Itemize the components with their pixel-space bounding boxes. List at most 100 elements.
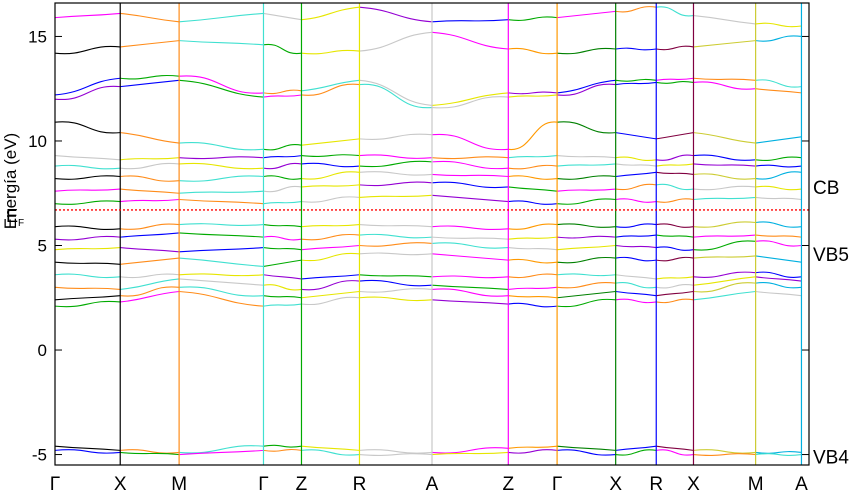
band-segment	[508, 302, 558, 308]
band-segment	[656, 256, 694, 262]
band-segment	[615, 81, 657, 86]
band-segment	[54, 85, 121, 101]
band-segment	[431, 275, 509, 279]
x-tick-label: R	[353, 474, 367, 493]
band-segment	[54, 449, 121, 454]
x-tick-label: Z	[503, 474, 515, 493]
band-segment	[301, 138, 360, 146]
band-annotation-label: VB4	[813, 448, 849, 469]
band-3	[54, 290, 802, 308]
band-segment	[120, 290, 180, 303]
band-segment	[431, 242, 509, 249]
band-segment	[693, 173, 756, 180]
band-segment	[359, 279, 433, 287]
band-annotation-label: CB	[813, 178, 839, 199]
band-segment	[656, 290, 694, 297]
band-segment	[120, 223, 180, 230]
band-segment	[431, 19, 509, 23]
band-segment	[615, 156, 657, 161]
band-segment	[656, 246, 694, 251]
band-segment	[120, 132, 180, 144]
band-segment	[656, 284, 694, 289]
band-segment	[656, 45, 694, 51]
x-tick-label: Z	[296, 474, 308, 493]
band-segment	[359, 453, 433, 456]
band-segment	[508, 121, 558, 150]
band-segment	[557, 175, 616, 180]
band-segment	[301, 449, 360, 456]
band-segment	[359, 242, 433, 247]
band-segment	[431, 194, 509, 203]
band-segment	[615, 234, 657, 238]
band-segment	[693, 255, 756, 259]
band-segment	[179, 162, 264, 170]
band-segment	[508, 164, 558, 170]
band-segment	[301, 6, 360, 21]
band-segment	[615, 78, 657, 82]
band-segment	[755, 234, 802, 238]
y-tick-label: -5	[32, 446, 47, 465]
band-segment	[120, 12, 180, 23]
band-segment	[263, 94, 302, 98]
band-segment	[615, 282, 657, 289]
kpoint-separators	[119, 3, 803, 465]
band-segment	[755, 136, 802, 144]
band-segment	[557, 298, 616, 308]
band-segment	[508, 247, 558, 251]
band-segment	[120, 449, 180, 454]
band-segment	[301, 244, 360, 251]
band-segment	[431, 160, 509, 170]
band-segment	[557, 163, 616, 167]
band-segment	[557, 83, 616, 96]
band-segment	[359, 154, 433, 159]
band-segment	[615, 449, 657, 456]
band-segment	[179, 286, 264, 297]
y-tick-label: 15	[28, 27, 47, 46]
band-9	[54, 232, 802, 241]
band-segment	[755, 255, 802, 263]
band-segment	[359, 31, 433, 52]
band-segment	[179, 445, 264, 454]
band-segment	[557, 445, 616, 451]
band-segment	[508, 449, 558, 454]
band-segment	[693, 163, 756, 167]
band-segment	[263, 201, 302, 205]
band-12	[54, 181, 802, 194]
band-segment	[693, 453, 756, 456]
band-segment	[693, 185, 756, 191]
band-segment	[120, 198, 180, 203]
band-segment	[179, 449, 264, 456]
band-segment	[508, 175, 558, 180]
band-segment	[179, 273, 264, 277]
band-segment	[693, 271, 756, 278]
band-segment	[301, 49, 360, 55]
band-segment	[263, 12, 302, 21]
band-segment	[179, 223, 264, 227]
band-segment	[755, 88, 802, 94]
band-segment	[615, 183, 657, 191]
band-segment	[656, 163, 694, 167]
band-segment	[431, 181, 509, 189]
band-4	[54, 282, 802, 301]
band-segment	[656, 171, 694, 175]
band-segment	[557, 47, 616, 55]
band-segment	[755, 221, 802, 228]
band-segment	[656, 449, 694, 456]
band-segment	[301, 83, 360, 96]
band-segment	[120, 157, 180, 161]
x-tick-label: M	[171, 474, 187, 493]
band-segment	[54, 235, 121, 241]
band-segment	[557, 79, 616, 94]
x-tick-label: R	[649, 474, 663, 493]
band-annotation-label: VB5	[813, 245, 849, 266]
band-segment	[693, 282, 756, 293]
band-segment	[54, 12, 121, 19]
x-tick-label: Γ	[258, 474, 268, 493]
right-annotations: CB VB5 VB4	[813, 178, 849, 469]
band-segment	[508, 445, 558, 449]
bands-layer	[54, 6, 802, 456]
y-tick-label: 5	[38, 236, 47, 255]
band-segment	[615, 274, 657, 280]
band-segment	[431, 133, 509, 151]
